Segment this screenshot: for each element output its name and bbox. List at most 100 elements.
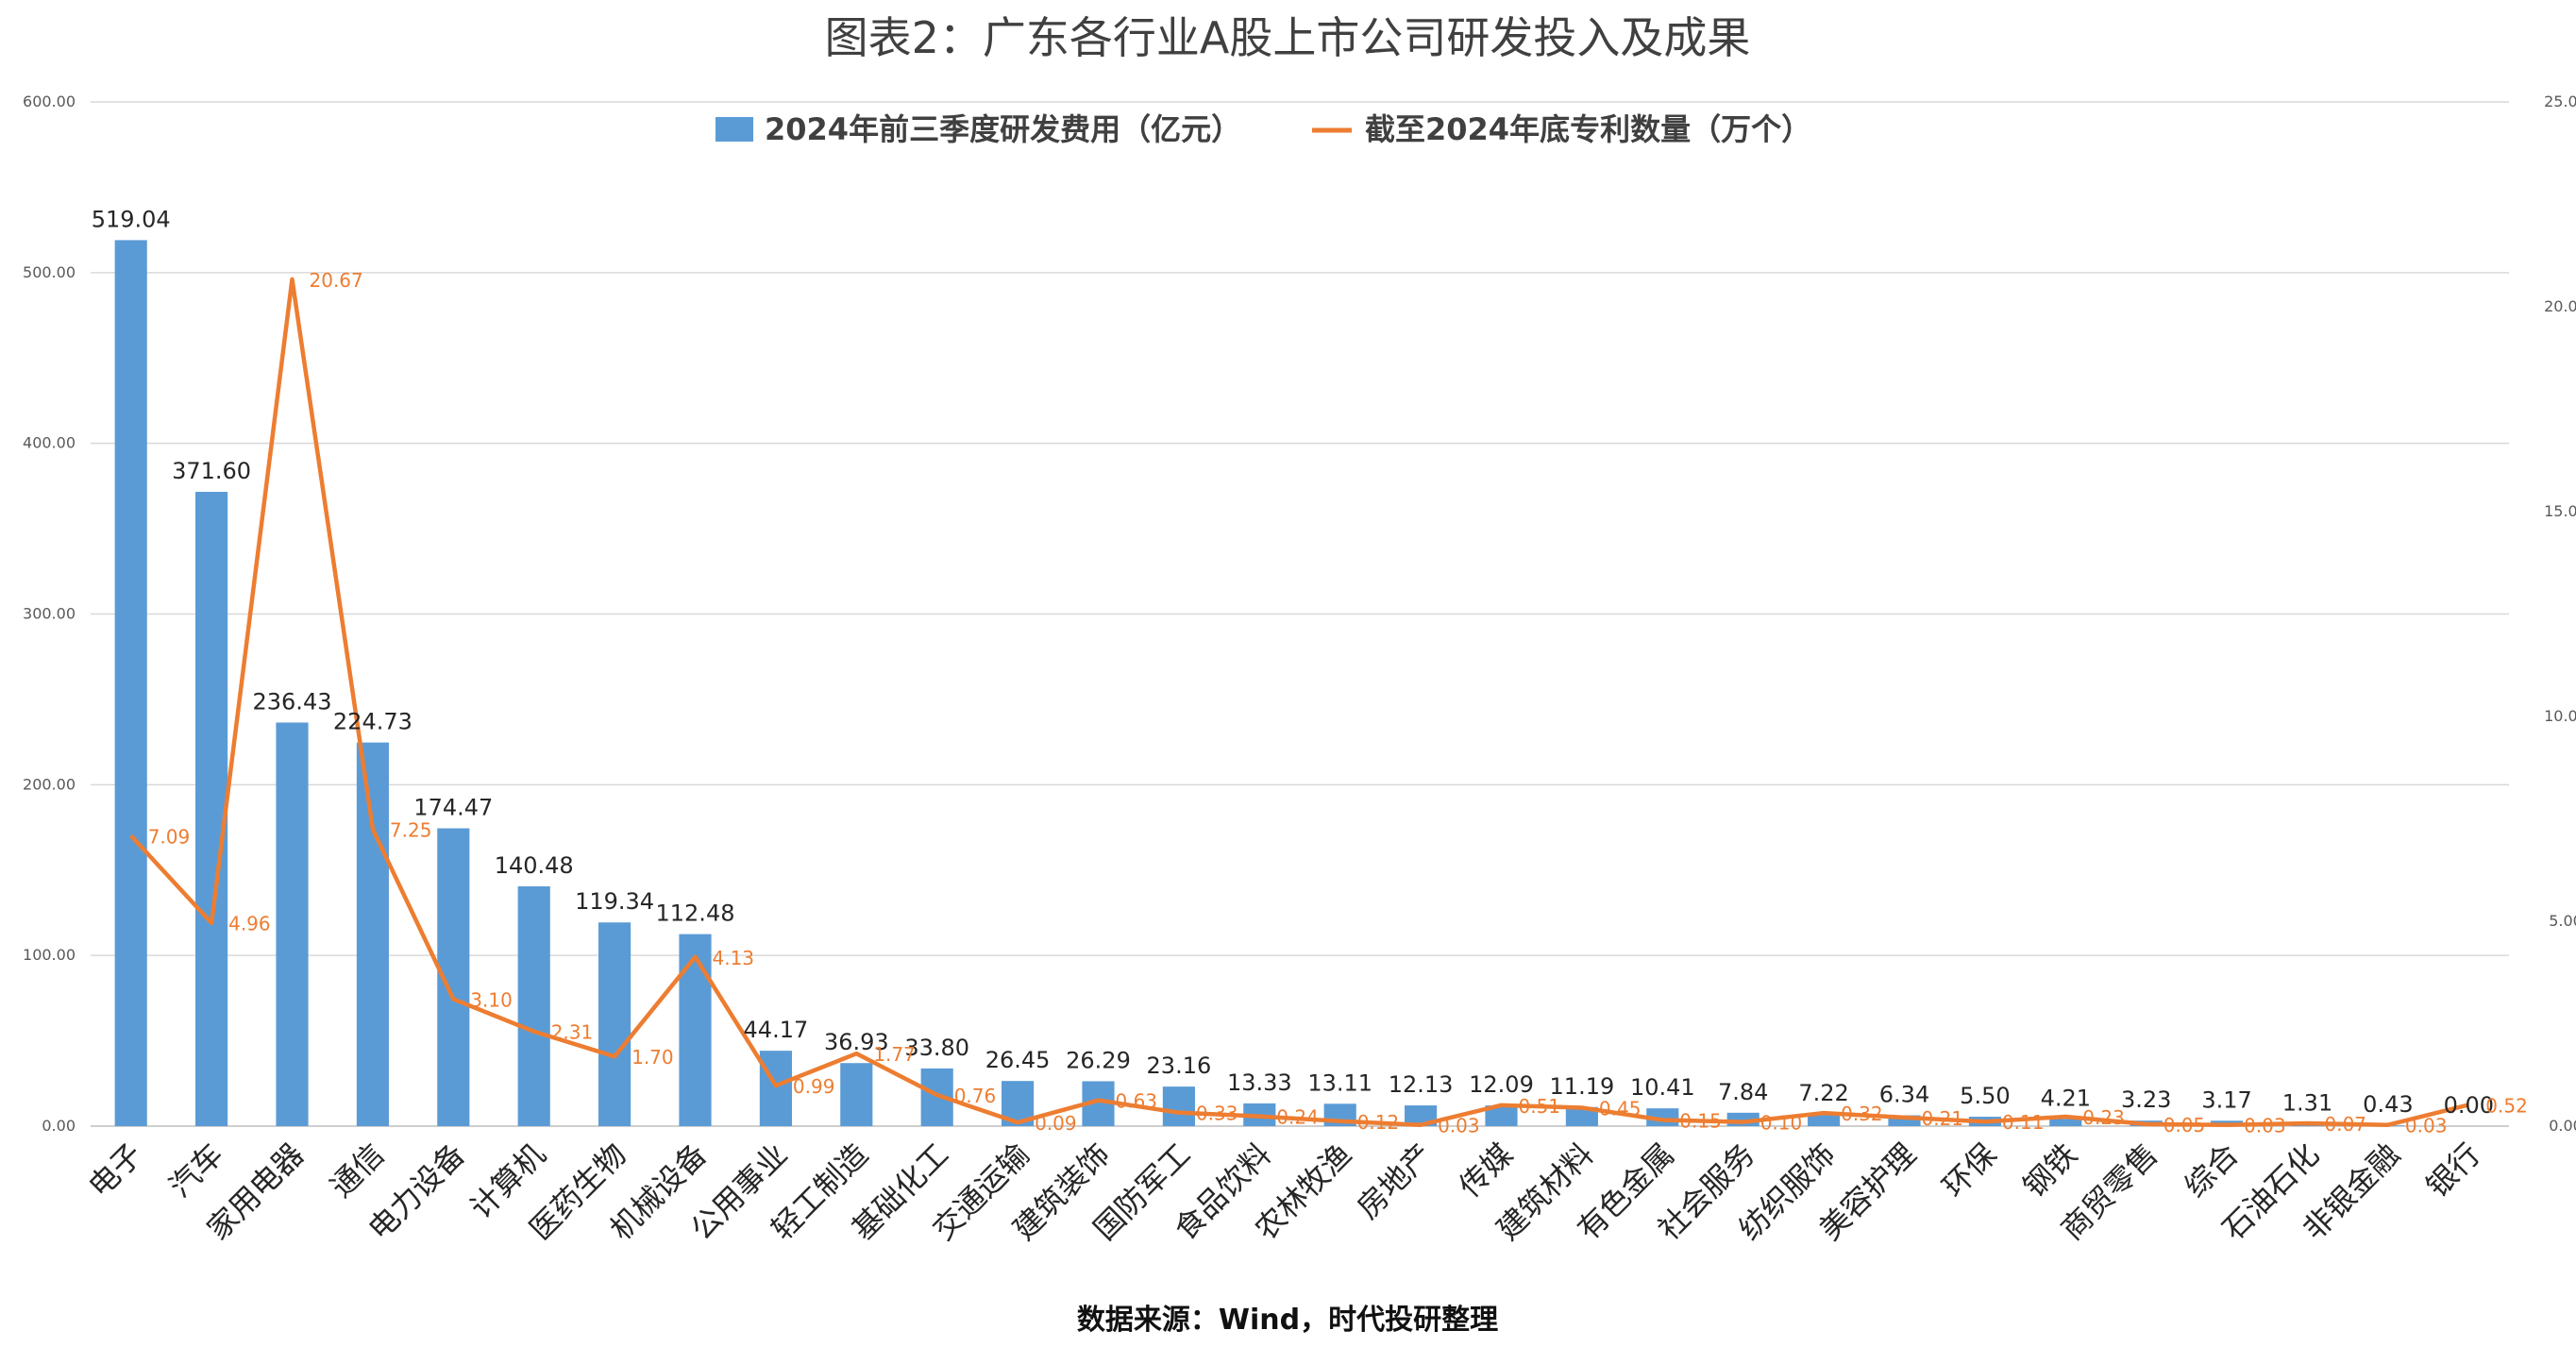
bar-value-label: 0.43 bbox=[2363, 1091, 2413, 1118]
y-tick-label-right: 25.00 bbox=[2544, 93, 2576, 110]
bar-series bbox=[114, 240, 2404, 1127]
bar-value-label: 23.16 bbox=[1147, 1052, 1212, 1079]
bar-value-label: 10.41 bbox=[1630, 1074, 1695, 1101]
x-tick-label: 环保 bbox=[1935, 1137, 2003, 1204]
line-value-label: 7.09 bbox=[148, 825, 191, 848]
bar-value-label: 33.80 bbox=[904, 1035, 969, 1061]
bar bbox=[1485, 1105, 1518, 1126]
x-tick-label: 银行 bbox=[2419, 1137, 2487, 1204]
line-value-label: 0.99 bbox=[793, 1075, 835, 1098]
y-tick-label-right: 0.00 bbox=[2549, 1117, 2576, 1135]
line-value-label: 4.96 bbox=[228, 913, 271, 935]
x-tick-label: 综合 bbox=[2178, 1137, 2246, 1204]
bar-value-label: 11.19 bbox=[1550, 1073, 1615, 1100]
bar-value-label: 174.47 bbox=[413, 795, 493, 821]
y-tick-label-left: 100.00 bbox=[23, 946, 76, 964]
line-value-label: 0.05 bbox=[2164, 1114, 2206, 1137]
source-note: 数据来源：Wind，时代投研整理 bbox=[1077, 1304, 1498, 1337]
y-tick-label-left: 600.00 bbox=[23, 93, 76, 110]
x-tick-label: 汽车 bbox=[162, 1137, 230, 1204]
line-value-label: 0.03 bbox=[2244, 1115, 2286, 1137]
y-tick-label-left: 0.00 bbox=[42, 1117, 76, 1135]
x-tick-label: 通信 bbox=[323, 1137, 391, 1204]
line-data-labels: 7.09 4.96 20.67 7.25 3.10 2.31 1.70 4.13 0.99 1.7… bbox=[148, 269, 2528, 1137]
bar bbox=[679, 934, 712, 1126]
line-value-label: 20.67 bbox=[310, 269, 363, 292]
bar-value-label: 7.22 bbox=[1798, 1080, 1848, 1106]
bar bbox=[1565, 1106, 1598, 1126]
y-axis-right: 0.00 5.00 10.00 15.00 20.00 25.00 bbox=[2544, 93, 2576, 1135]
bar-value-label: 6.34 bbox=[1879, 1082, 1929, 1108]
bar-value-label: 4.21 bbox=[2041, 1085, 2091, 1111]
line-value-label: 7.25 bbox=[390, 818, 432, 841]
line-value-label: 0.12 bbox=[1357, 1111, 1400, 1134]
x-tick-label: 电子 bbox=[81, 1137, 149, 1204]
bar-value-label: 5.50 bbox=[1960, 1083, 2010, 1109]
bar-value-label: 0.00 bbox=[2444, 1092, 2494, 1119]
bar bbox=[195, 492, 228, 1126]
bar-value-label: 236.43 bbox=[253, 688, 332, 715]
line-value-label: 0.23 bbox=[2082, 1106, 2125, 1129]
bar-value-label: 13.33 bbox=[1227, 1069, 1292, 1096]
bar-value-label: 12.09 bbox=[1469, 1071, 1534, 1098]
bar bbox=[114, 240, 147, 1127]
line-value-label: 0.03 bbox=[1438, 1115, 1480, 1137]
bar-value-label: 26.45 bbox=[985, 1047, 1051, 1073]
bar-value-label: 224.73 bbox=[333, 709, 412, 735]
line-value-label: 0.15 bbox=[1679, 1109, 1722, 1132]
line-value-label: 0.03 bbox=[2405, 1115, 2448, 1137]
line-value-label: 0.52 bbox=[2485, 1094, 2528, 1117]
y-tick-label-left: 300.00 bbox=[23, 605, 76, 623]
line-value-label: 3.10 bbox=[470, 988, 513, 1011]
bar bbox=[2049, 1119, 2082, 1126]
line-value-label: 0.51 bbox=[1519, 1095, 1561, 1118]
y-tick-label-right: 15.00 bbox=[2544, 502, 2576, 520]
patent-line bbox=[129, 277, 2469, 1127]
bar-value-label: 13.11 bbox=[1307, 1069, 1372, 1096]
line-value-label: 0.21 bbox=[1922, 1107, 1964, 1130]
line-value-label: 0.07 bbox=[2325, 1113, 2367, 1136]
bar bbox=[356, 742, 389, 1126]
legend-bar-swatch bbox=[716, 117, 753, 142]
bar bbox=[759, 1051, 792, 1126]
x-tick-label: 钢铁 bbox=[2016, 1137, 2084, 1204]
y-tick-label-right: 20.00 bbox=[2544, 297, 2576, 315]
bar bbox=[598, 922, 631, 1126]
bar-value-label: 12.13 bbox=[1389, 1071, 1454, 1098]
bar-value-label: 7.84 bbox=[1718, 1079, 1768, 1105]
bar bbox=[1162, 1086, 1195, 1126]
line-value-label: 0.11 bbox=[2002, 1111, 2045, 1134]
y-tick-label-left: 500.00 bbox=[23, 263, 76, 281]
bar-value-label: 112.48 bbox=[656, 901, 735, 927]
legend: 2024年前三季度研发费用（亿元） 截至2024年底专利数量（万个） bbox=[716, 111, 1811, 147]
line-value-label: 1.77 bbox=[873, 1043, 916, 1066]
x-tick-label: 房地产 bbox=[1350, 1137, 1440, 1226]
line-value-label: 4.13 bbox=[713, 947, 755, 969]
bar-value-label: 3.23 bbox=[2121, 1086, 2171, 1113]
line-value-label: 0.76 bbox=[954, 1085, 997, 1107]
bar bbox=[840, 1063, 873, 1126]
line-value-label: 1.70 bbox=[631, 1046, 674, 1069]
bar-value-label: 36.93 bbox=[824, 1029, 889, 1055]
x-tick-label: 传媒 bbox=[1452, 1137, 1520, 1204]
legend-bar-label: 2024年前三季度研发费用（亿元） bbox=[765, 111, 1241, 147]
bar bbox=[1888, 1115, 1921, 1126]
bar-value-label: 371.60 bbox=[172, 458, 251, 484]
line-value-label: 0.32 bbox=[1841, 1103, 1883, 1125]
line-value-label: 0.63 bbox=[1116, 1090, 1158, 1113]
bar bbox=[517, 885, 550, 1126]
bar bbox=[1808, 1113, 1841, 1126]
bar-value-label: 119.34 bbox=[575, 888, 654, 915]
bar-value-label: 44.17 bbox=[744, 1017, 809, 1043]
chart-title: 图表2：广东各行业A股上市公司研发投入及成果 bbox=[825, 12, 1751, 63]
bar-value-label: 1.31 bbox=[2282, 1090, 2332, 1117]
line-value-label: 0.09 bbox=[1035, 1112, 1077, 1135]
line-value-label: 0.33 bbox=[1196, 1103, 1238, 1125]
line-value-label: 0.24 bbox=[1276, 1106, 1319, 1129]
y-axis-left: 0.00 100.00 200.00 300.00 400.00 500.00 600.00 bbox=[23, 93, 76, 1135]
y-tick-label-right: 10.00 bbox=[2544, 707, 2576, 725]
y-tick-label-right: 5.00 bbox=[2549, 912, 2576, 930]
line-value-label: 0.45 bbox=[1599, 1097, 1642, 1120]
bar-value-label: 140.48 bbox=[495, 852, 574, 879]
